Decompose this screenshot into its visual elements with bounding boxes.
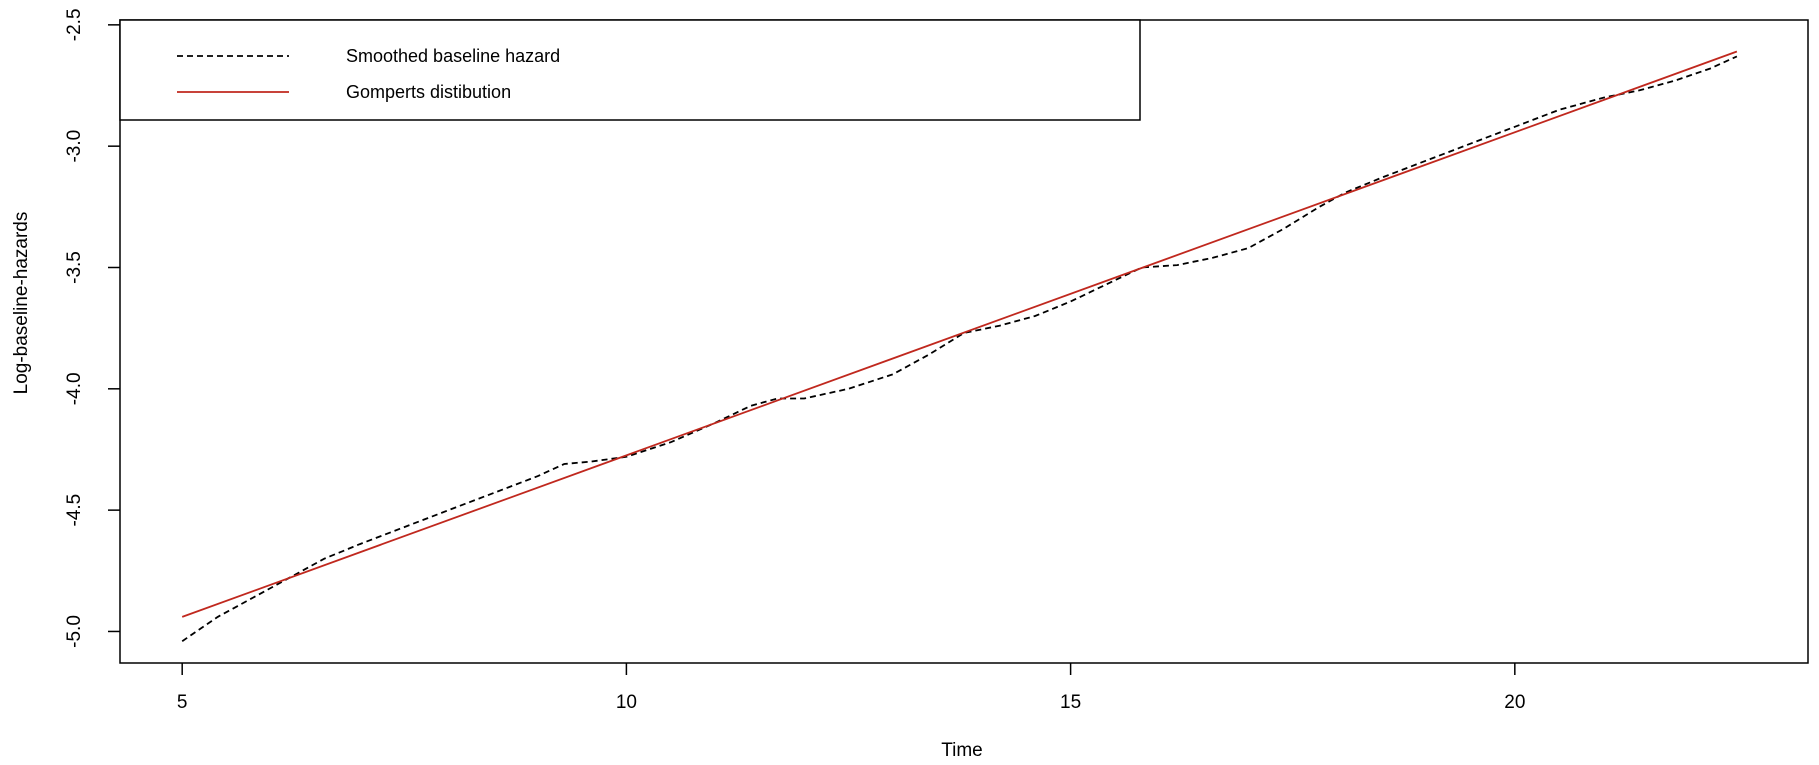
y-axis-title: Log-baseline-hazards	[11, 212, 32, 395]
y-tick-label: -3.0	[64, 130, 85, 163]
legend: Smoothed baseline hazard Gomperts distib…	[119, 19, 1141, 121]
y-axis: -5.0 -4.5 -4.0 -3.5 -3.0 -2.5	[64, 8, 120, 648]
y-tick-label: -5.0	[64, 615, 85, 648]
y-tick-label: -2.5	[64, 8, 85, 41]
x-tick-label: 10	[616, 692, 637, 713]
series-layer	[181, 50, 1738, 642]
y-tick-label: -4.5	[64, 494, 85, 527]
x-tick-label: 15	[1060, 692, 1081, 713]
y-tick-label: -3.5	[64, 251, 85, 284]
legend-box	[119, 19, 1141, 121]
legend-label-gompertz: Gomperts distibution	[346, 82, 511, 102]
x-axis: 5 10 15 20	[177, 663, 1525, 713]
series-smoothed-baseline-hazard	[181, 55, 1738, 642]
legend-label-smoothed: Smoothed baseline hazard	[346, 46, 560, 66]
y-tick-label: -4.0	[64, 372, 85, 405]
series-gompertz-distribution	[181, 50, 1738, 618]
x-axis-title: Time	[941, 740, 983, 761]
x-tick-label: 5	[177, 692, 188, 713]
x-tick-label: 20	[1504, 692, 1525, 713]
